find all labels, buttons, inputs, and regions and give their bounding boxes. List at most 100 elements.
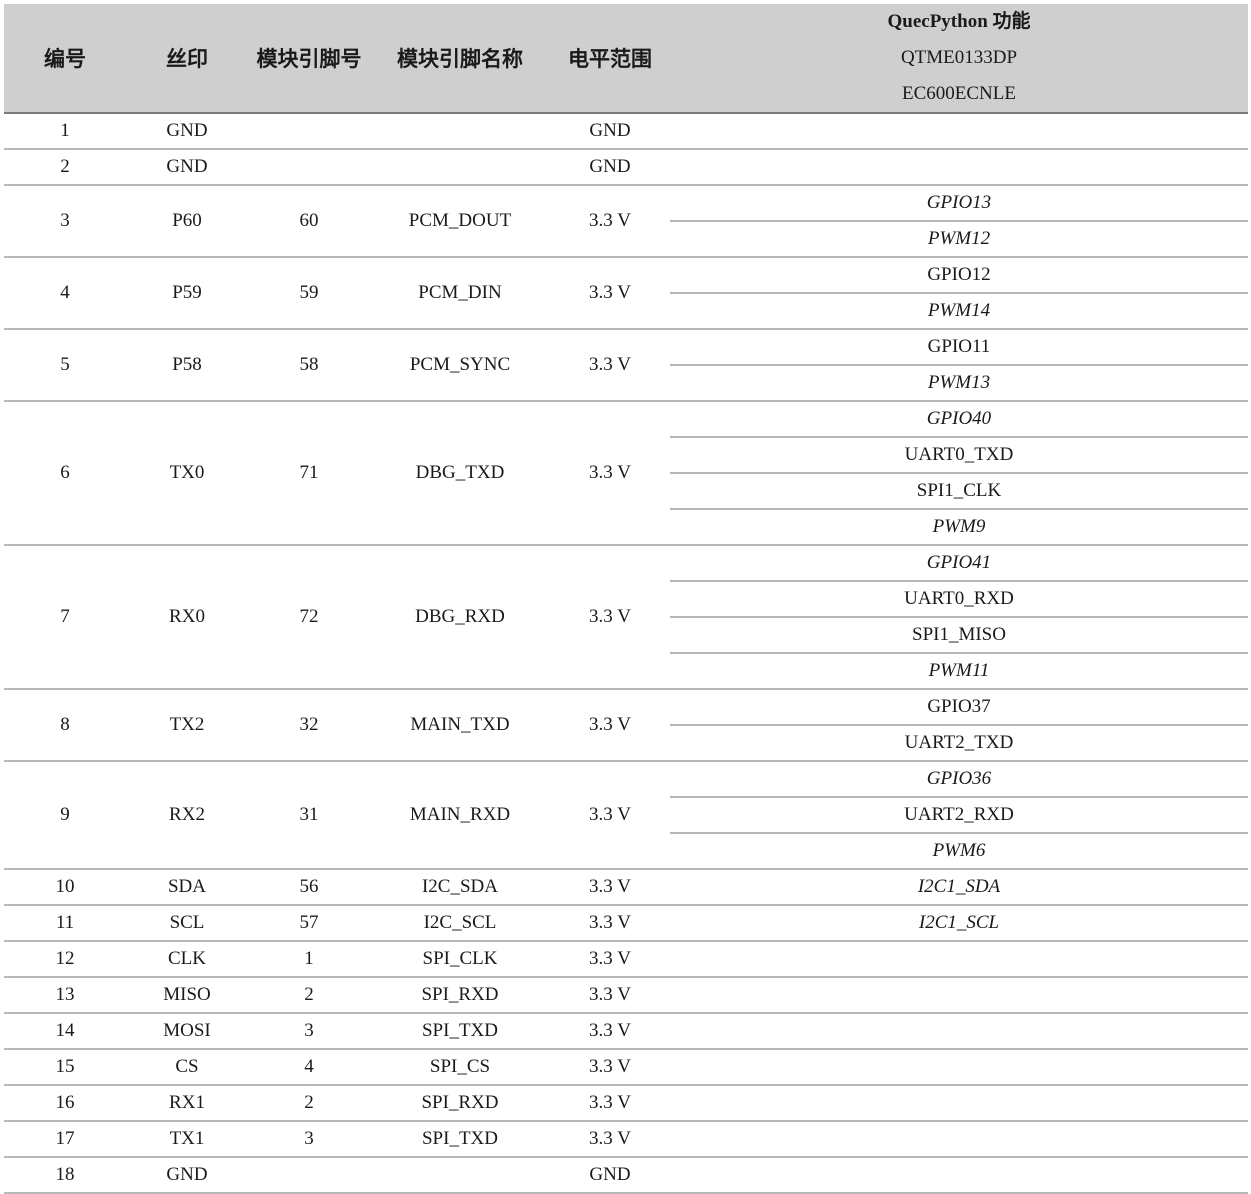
table-row: UART2_RXD bbox=[4, 797, 1248, 834]
cell-no: 6 bbox=[4, 401, 126, 546]
cell-pin-name bbox=[370, 1157, 550, 1194]
cell-pin: 1 bbox=[248, 941, 370, 978]
cell-pin-name: PCM_SYNC bbox=[370, 329, 550, 402]
table-row: 8 TX2 32 MAIN_TXD 3.3 V GPIO37 bbox=[4, 689, 1248, 762]
header-qp-module: EC600ECNLE bbox=[902, 83, 1016, 104]
cell-no: 10 bbox=[4, 869, 126, 906]
cell-function: UART0_TXD bbox=[670, 437, 1248, 474]
cell-level: 3.3 V bbox=[550, 1121, 670, 1158]
cell-function: PWM14 bbox=[670, 293, 1248, 330]
cell-level: 3.3 V bbox=[550, 1049, 670, 1086]
cell-level: 3.3 V bbox=[550, 869, 670, 906]
table-row: 10 SDA 56 I2C_SDA 3.3 V I2C1_SDA bbox=[4, 869, 1248, 906]
cell-silk: RX0 bbox=[126, 545, 248, 690]
cell-no: 11 bbox=[4, 905, 126, 942]
cell-level: 3.3 V bbox=[550, 689, 670, 762]
table-row: SPI1_CLK bbox=[4, 473, 1248, 510]
cell-pin-name: I2C_SCL bbox=[370, 905, 550, 942]
pin-table-container: 编号 丝印 模块引脚号 模块引脚名称 电平范围 QuecPython 功能 QT… bbox=[4, 4, 1248, 1194]
cell-silk: TX0 bbox=[126, 401, 248, 546]
cell-no: 17 bbox=[4, 1121, 126, 1158]
cell-pin: 60 bbox=[248, 185, 370, 258]
cell-function: SPI1_MISO bbox=[670, 617, 1248, 654]
table-row: PWM13 bbox=[4, 365, 1248, 402]
header-level: 电平范围 bbox=[550, 4, 670, 114]
cell-function: GPIO40 bbox=[670, 401, 1248, 438]
cell-pin: 4 bbox=[248, 1049, 370, 1086]
cell-pin bbox=[248, 113, 370, 150]
cell-function: UART0_RXD bbox=[670, 581, 1248, 618]
table-row: 6 TX0 71 DBG_TXD 3.3 V GPIO40 bbox=[4, 401, 1248, 546]
cell-no: 7 bbox=[4, 545, 126, 690]
table-row: 11 SCL 57 I2C_SCL 3.3 V I2C1_SCL bbox=[4, 905, 1248, 942]
cell-function: PWM12 bbox=[670, 221, 1248, 258]
cell-pin: 72 bbox=[248, 545, 370, 690]
cell-silk: GND bbox=[126, 1157, 248, 1194]
header-quecpython: QuecPython 功能 QTME0133DP EC600ECNLE bbox=[670, 4, 1248, 114]
cell-silk: P59 bbox=[126, 257, 248, 330]
cell-function: GPIO12 bbox=[670, 257, 1248, 294]
cell-pin bbox=[248, 149, 370, 186]
cell-function: GPIO37 bbox=[670, 689, 1248, 726]
cell-pin-name: PCM_DOUT bbox=[370, 185, 550, 258]
table-row: 16 RX1 2 SPI_RXD 3.3 V bbox=[4, 1085, 1248, 1122]
cell-silk: RX2 bbox=[126, 761, 248, 870]
table-row: PWM12 bbox=[4, 221, 1248, 258]
table-row: SPI1_MISO bbox=[4, 617, 1248, 654]
cell-function: GPIO36 bbox=[670, 761, 1248, 798]
cell-pin: 71 bbox=[248, 401, 370, 546]
cell-silk: P60 bbox=[126, 185, 248, 258]
cell-no: 4 bbox=[4, 257, 126, 330]
cell-no: 5 bbox=[4, 329, 126, 402]
header-qp-model: QTME0133DP bbox=[900, 47, 1018, 68]
table-row: 2 GND GND bbox=[4, 149, 1248, 186]
table-header: 编号 丝印 模块引脚号 模块引脚名称 电平范围 QuecPython 功能 QT… bbox=[4, 4, 1248, 114]
cell-function: PWM6 bbox=[670, 833, 1248, 870]
cell-level: 3.3 V bbox=[550, 977, 670, 1014]
cell-silk: CLK bbox=[126, 941, 248, 978]
cell-pin: 56 bbox=[248, 869, 370, 906]
cell-silk: RX1 bbox=[126, 1085, 248, 1122]
cell-no: 2 bbox=[4, 149, 126, 186]
cell-level: GND bbox=[550, 149, 670, 186]
table-row: 18 GND GND bbox=[4, 1157, 1248, 1194]
cell-level: 3.3 V bbox=[550, 185, 670, 258]
table-row: PWM14 bbox=[4, 293, 1248, 330]
cell-function bbox=[670, 113, 1248, 150]
cell-silk: TX1 bbox=[126, 1121, 248, 1158]
cell-pin-name: SPI_TXD bbox=[370, 1121, 550, 1158]
cell-silk: CS bbox=[126, 1049, 248, 1086]
table-row: 3 P60 60 PCM_DOUT 3.3 V GPIO13 bbox=[4, 185, 1248, 258]
cell-pin: 2 bbox=[248, 977, 370, 1014]
cell-function: GPIO13 bbox=[670, 185, 1248, 222]
table-row: 14 MOSI 3 SPI_TXD 3.3 V bbox=[4, 1013, 1248, 1050]
cell-function: PWM9 bbox=[670, 509, 1248, 546]
table-row: PWM6 bbox=[4, 833, 1248, 870]
cell-pin-name: DBG_RXD bbox=[370, 545, 550, 690]
cell-no: 15 bbox=[4, 1049, 126, 1086]
cell-level: GND bbox=[550, 1157, 670, 1194]
cell-pin: 3 bbox=[248, 1121, 370, 1158]
cell-silk: MOSI bbox=[126, 1013, 248, 1050]
cell-no: 18 bbox=[4, 1157, 126, 1194]
cell-level: 3.3 V bbox=[550, 329, 670, 402]
cell-no: 8 bbox=[4, 689, 126, 762]
cell-function: PWM13 bbox=[670, 365, 1248, 402]
cell-pin-name: PCM_DIN bbox=[370, 257, 550, 330]
cell-function bbox=[670, 1049, 1248, 1086]
cell-level: 3.3 V bbox=[550, 401, 670, 546]
table-row: PWM11 bbox=[4, 653, 1248, 690]
header-no: 编号 bbox=[4, 4, 126, 114]
table-row: UART0_TXD bbox=[4, 437, 1248, 474]
pin-mapping-table: 编号 丝印 模块引脚号 模块引脚名称 电平范围 QuecPython 功能 QT… bbox=[4, 4, 1248, 1194]
cell-no: 14 bbox=[4, 1013, 126, 1050]
cell-function bbox=[670, 149, 1248, 186]
cell-silk: GND bbox=[126, 149, 248, 186]
table-row: UART0_RXD bbox=[4, 581, 1248, 618]
table-row: 15 CS 4 SPI_CS 3.3 V bbox=[4, 1049, 1248, 1086]
cell-no: 3 bbox=[4, 185, 126, 258]
cell-no: 13 bbox=[4, 977, 126, 1014]
cell-level: 3.3 V bbox=[550, 545, 670, 690]
cell-pin: 57 bbox=[248, 905, 370, 942]
table-row: UART2_TXD bbox=[4, 725, 1248, 762]
